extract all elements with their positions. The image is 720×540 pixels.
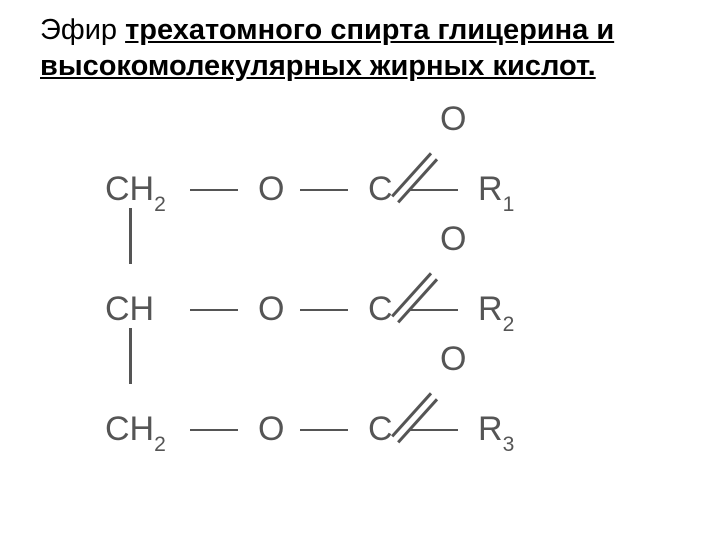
backbone-bond-1-2 [129, 328, 132, 384]
ester-o-1: O [258, 290, 284, 329]
carbonyl-c-1: C [368, 290, 393, 329]
bond-ch-o-1 [190, 309, 238, 312]
slide-title: Эфир трехатомного спирта глицерина и выс… [40, 12, 700, 85]
backbone-2: CH2 [105, 410, 166, 454]
title-under-1: трехатомного спирта глицерина и [125, 14, 614, 46]
backbone-0: CH2 [105, 170, 166, 214]
r-group-1: R2 [478, 290, 514, 334]
bond-ch-o-0 [190, 189, 238, 192]
chemical-structure: CH2 O C R1 O CH O C R2 O CH2 O C R3 O [85, 100, 635, 500]
bond-o-c-1 [300, 309, 348, 312]
carbonyl-o-0: O [440, 100, 466, 139]
bond-c-r-1 [410, 309, 458, 312]
bond-ch-o-2 [190, 429, 238, 432]
ester-o-0: O [258, 170, 284, 209]
bond-c-r-2 [410, 429, 458, 432]
bond-o-c-2 [300, 429, 348, 432]
carbonyl-o-1: O [440, 220, 466, 259]
backbone-bond-0-1 [129, 208, 132, 264]
title-under-2: высокомолекулярных жирных кислот. [40, 50, 596, 82]
bond-o-c-0 [300, 189, 348, 192]
carbonyl-c-0: C [368, 170, 393, 209]
carbonyl-o-2: O [440, 340, 466, 379]
ester-o-2: O [258, 410, 284, 449]
title-plain: Эфир [40, 14, 125, 46]
bond-c-r-0 [410, 189, 458, 192]
backbone-1: CH [105, 290, 154, 329]
carbonyl-c-2: C [368, 410, 393, 449]
r-group-0: R1 [478, 170, 514, 214]
r-group-2: R3 [478, 410, 514, 454]
